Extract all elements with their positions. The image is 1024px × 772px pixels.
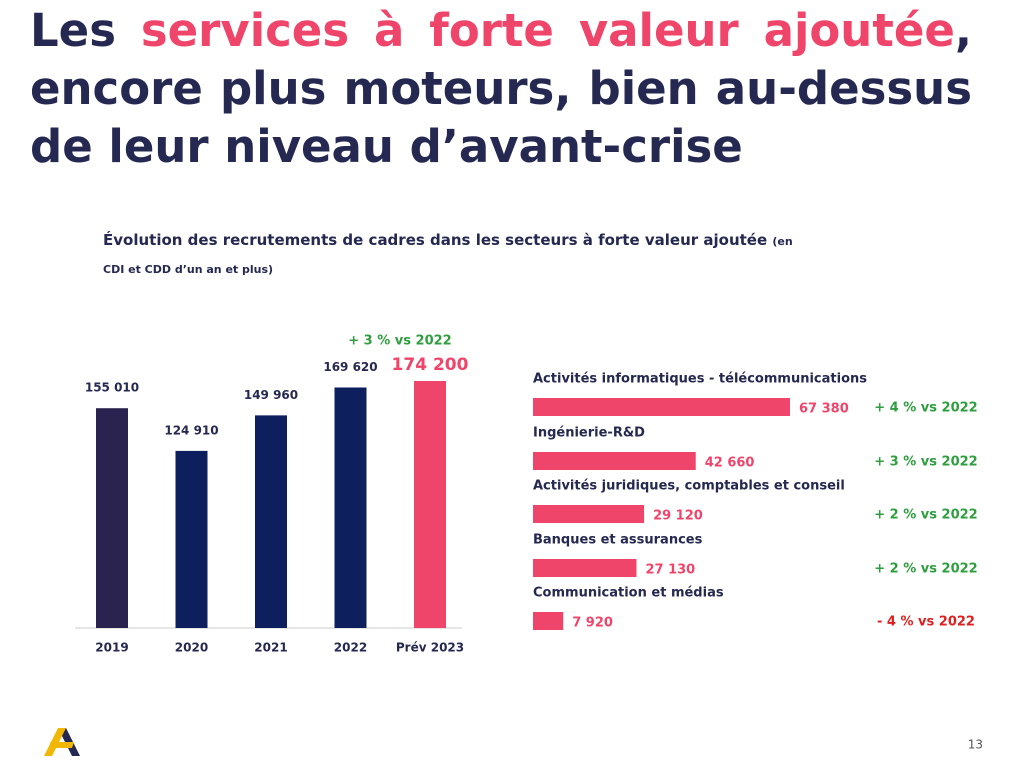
annotation: + 2 % vs 2022: [874, 508, 977, 523]
bar: [334, 387, 367, 628]
bar: [533, 452, 696, 470]
x-tick-label: 2019: [95, 641, 128, 655]
bar: [533, 505, 645, 523]
value-label: 124 910: [164, 423, 218, 437]
category-label: Banques et assurances: [533, 533, 703, 548]
bar: [533, 612, 564, 630]
value-label: 169 620: [323, 360, 377, 374]
annotation: - 4 % vs 2022: [877, 615, 975, 630]
title-part: , encore plus moteurs, bien au-dessus de…: [30, 4, 972, 173]
category-label: Communication et médias: [533, 586, 724, 601]
chart-subtitle: Évolution des recrutements de cadres dan…: [103, 227, 803, 283]
x-tick-label: 2020: [175, 641, 208, 655]
bar: [533, 398, 790, 416]
page-number: 13: [968, 738, 983, 752]
title-part: Les: [30, 4, 141, 57]
annotation: + 2 % vs 2022: [874, 562, 977, 577]
bar: [96, 408, 128, 628]
chart-title: Évolution des recrutements de cadres dan…: [103, 231, 768, 249]
category-label: Activités informatiques - télécommunicat…: [533, 372, 867, 387]
logo: [44, 728, 80, 756]
value-label: 174 200: [392, 355, 469, 375]
slide-title: Les services à forte valeur ajoutée, enc…: [30, 2, 972, 176]
category-label: Activités juridiques, comptables et cons…: [533, 479, 845, 494]
bar: [255, 415, 287, 628]
value-label: 155 010: [85, 381, 139, 395]
value-label: 149 960: [244, 388, 298, 402]
value-label: 29 120: [653, 509, 703, 524]
annotation: + 3 % vs 2022: [874, 455, 977, 470]
bar: [175, 450, 208, 628]
category-label: Ingénierie-R&D: [533, 426, 645, 441]
value-label: 27 130: [645, 563, 695, 578]
value-label: 7 920: [572, 616, 613, 631]
annotation: + 4 % vs 2022: [874, 401, 977, 416]
x-tick-label: 2022: [334, 641, 367, 655]
x-tick-label: 2021: [254, 641, 287, 655]
annotation: + 3 % vs 2022: [348, 334, 451, 349]
title-part: services à forte valeur ajoutée: [140, 4, 955, 57]
x-tick-label: Prév 2023: [396, 641, 464, 655]
value-label: 67 380: [799, 402, 849, 417]
bar: [414, 381, 446, 628]
value-label: 42 660: [705, 456, 755, 471]
chart-note: (en CDI et CDD d’un an et plus): [103, 235, 793, 276]
bar: [533, 559, 637, 577]
